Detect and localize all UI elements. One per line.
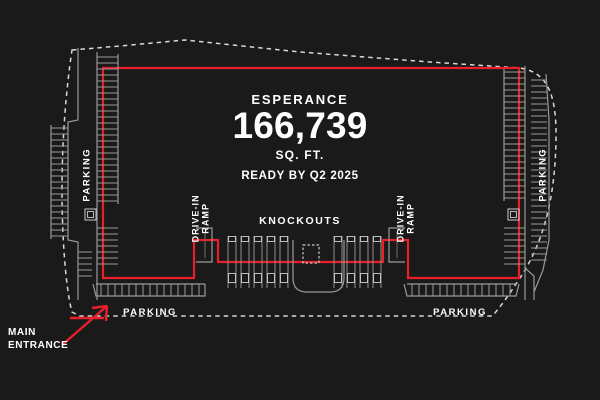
drive-in-ramp-right xyxy=(388,227,405,263)
parking-right-lower-curb xyxy=(524,267,535,300)
building-outline xyxy=(101,66,521,280)
knockout-door-markers-right xyxy=(334,236,381,283)
building-area-number: 166,739 xyxy=(232,105,368,146)
parking-bottom-left-curb xyxy=(92,283,206,297)
property-boundary-group xyxy=(61,39,557,317)
accessible-stall-marker-right xyxy=(507,208,520,221)
ramp-label-left-line1: DRIVE-IN xyxy=(190,194,201,243)
truck-court-knockout-square xyxy=(302,244,320,264)
knockout-bays-left xyxy=(227,236,289,288)
building-name-label: ESPERANCE xyxy=(251,92,349,107)
building-area-unit: SQ. FT. xyxy=(275,148,325,162)
parking-left-stall-row-inner xyxy=(97,54,119,265)
parking-right-stall-row-inner xyxy=(503,69,525,265)
parking-label-bottom-left: PARKING xyxy=(123,307,177,318)
main-entrance-label: MAIN ENTRANCE xyxy=(8,327,68,352)
parking-bottom-left-stalls xyxy=(96,283,205,296)
parking-right-outer-curb xyxy=(533,73,550,293)
availability-label: READY BY Q2 2025 xyxy=(241,170,359,182)
building-footprint-group xyxy=(101,66,521,280)
drive-in-ramp-left xyxy=(196,227,213,263)
property-boundary-line xyxy=(61,39,557,317)
drive-in-ramp-label-left: DRIVE-IN RAMP xyxy=(191,183,212,253)
accessible-stall-marker-left xyxy=(84,208,97,221)
parking-label-right: PARKING xyxy=(537,147,549,202)
parking-left-stall-row-outer xyxy=(50,125,68,239)
ramp-label-left-line2: RAMP xyxy=(201,202,211,234)
knockout-bays-right xyxy=(333,236,382,288)
parking-area-bottom-left xyxy=(92,283,206,297)
parking-label-bottom-right: PARKING xyxy=(433,307,487,318)
ramp-label-right-line1: DRIVE-IN xyxy=(395,194,406,243)
parking-left-lower-stubs xyxy=(78,251,92,277)
parking-label-left: PARKING xyxy=(81,147,93,202)
knockout-door-markers-left xyxy=(228,236,288,283)
main-entrance-line1: MAIN xyxy=(8,327,36,338)
parking-area-right xyxy=(503,66,550,300)
main-entrance-arrow xyxy=(61,304,109,346)
ramp-label-right-line2: RAMP xyxy=(406,202,416,234)
parking-right-stall-row-outer xyxy=(531,79,547,261)
truck-court-center xyxy=(292,240,345,293)
parking-area-bottom-right xyxy=(403,283,520,297)
knockouts-label: KNOCKOUTS xyxy=(259,215,341,227)
drive-in-ramp-label-right: DRIVE-IN RAMP xyxy=(396,183,417,253)
parking-bottom-right-stalls xyxy=(407,283,516,296)
main-entrance-line2: ENTRANCE xyxy=(8,339,69,351)
